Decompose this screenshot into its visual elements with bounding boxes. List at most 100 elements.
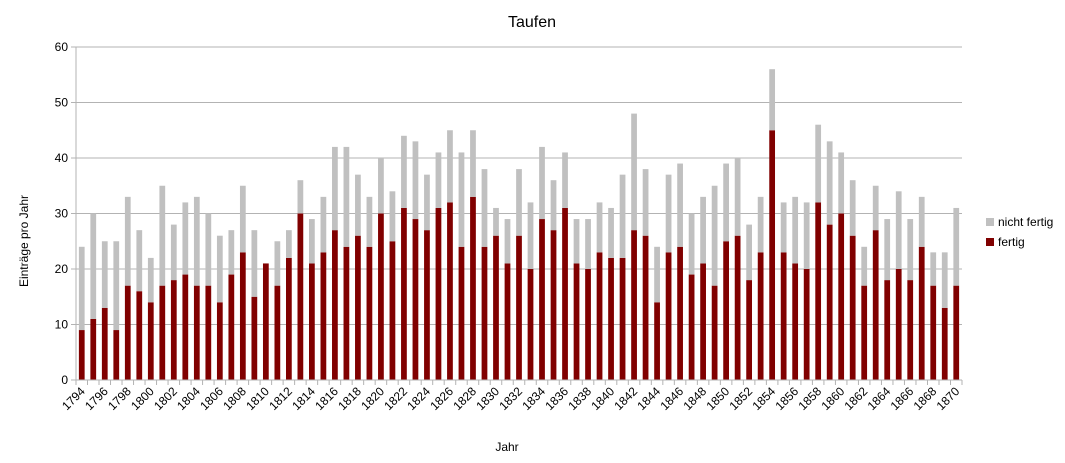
bar-nicht-fertig [677, 163, 683, 247]
bar-fertig [734, 235, 741, 380]
bar-nicht-fertig [320, 196, 327, 253]
x-tick-label: 1818 [335, 384, 364, 413]
bar-fertig [285, 257, 292, 380]
bar-nicht-fertig [930, 252, 937, 286]
x-tick-label: 1838 [565, 384, 594, 413]
bar-nicht-fertig [309, 219, 315, 264]
y-tick-label: 50 [55, 96, 69, 110]
x-tick-label: 1796 [82, 384, 111, 413]
bar-nicht-fertig [573, 219, 580, 264]
bar-nicht-fertig [550, 180, 557, 231]
bar-nicht-fertig [619, 174, 626, 258]
x-tick-label: 1816 [312, 384, 341, 413]
bar-nicht-fertig [412, 141, 419, 220]
bar-fertig [504, 263, 511, 380]
x-tick-label: 1848 [680, 384, 709, 413]
bar-fertig [596, 252, 603, 380]
x-tick-label: 1870 [934, 384, 963, 413]
bar-fertig [493, 235, 499, 380]
bar-fertig [274, 285, 281, 380]
y-axis-label: Einträge pro Jahr [17, 195, 31, 287]
bar-fertig [872, 230, 879, 380]
bar-fertig [769, 130, 776, 380]
x-tick-labels: 1794179617981800180218041806180818101812… [59, 384, 963, 413]
bar-nicht-fertig [504, 219, 511, 264]
bar-nicht-fertig [274, 241, 281, 286]
bar-fertig [309, 263, 315, 380]
bar-nicht-fertig [447, 130, 453, 203]
x-tick-label: 1812 [266, 384, 295, 413]
bar-nicht-fertig [205, 213, 212, 286]
x-tick-label: 1802 [151, 384, 180, 413]
bar-nicht-fertig [596, 202, 603, 253]
bar-nicht-fertig [803, 202, 810, 269]
bar-nicht-fertig [193, 196, 200, 286]
legend-label: fertig [998, 235, 1025, 249]
bar-fertig [424, 230, 430, 380]
bar-fertig [746, 280, 753, 380]
x-tick-label: 1866 [888, 384, 917, 413]
x-tick-label: 1858 [796, 384, 825, 413]
bar-fertig [930, 285, 937, 380]
bar-nicht-fertig [700, 196, 706, 264]
bar-fertig [757, 252, 764, 380]
x-tick-label: 1850 [703, 384, 732, 413]
bar-fertig [170, 280, 177, 380]
bar-fertig [332, 230, 338, 380]
bar-fertig [124, 285, 131, 380]
bar-nicht-fertig [297, 180, 304, 214]
bar-nicht-fertig [953, 207, 960, 286]
x-tick-label: 1840 [588, 384, 617, 413]
x-tick-label: 1822 [381, 384, 410, 413]
bar-fertig [78, 330, 85, 380]
legend: nicht fertig fertig [986, 215, 1053, 249]
bar-nicht-fertig [642, 169, 649, 236]
bar-nicht-fertig [516, 169, 522, 236]
y-tick-label: 40 [55, 151, 69, 165]
bar-nicht-fertig [918, 196, 925, 247]
bar-nicht-fertig [170, 224, 177, 281]
bar-fertig [458, 246, 465, 380]
bar-fertig [182, 274, 189, 380]
bar-fertig [677, 246, 683, 380]
x-tick-label: 1852 [726, 384, 755, 413]
x-tick-label: 1830 [473, 384, 502, 413]
bar-fertig [849, 235, 856, 380]
x-tick-label: 1864 [865, 384, 894, 413]
bar-fertig [665, 252, 672, 380]
bar-nicht-fertig [631, 113, 637, 231]
bar-fertig [918, 246, 925, 380]
bar-fertig [941, 307, 948, 380]
bar-fertig [320, 252, 327, 380]
bar-fertig [631, 230, 637, 380]
bar-fertig [826, 224, 833, 380]
x-tick-label: 1824 [404, 384, 433, 413]
bar-fertig [861, 285, 868, 380]
bar-nicht-fertig [113, 241, 120, 331]
bar-nicht-fertig [136, 230, 143, 292]
x-tick-label: 1798 [105, 384, 134, 413]
x-tick-label: 1834 [519, 384, 548, 413]
bar-nicht-fertig [239, 185, 246, 253]
x-tick-label: 1844 [634, 384, 663, 413]
x-tick-label: 1814 [289, 384, 318, 413]
bar-nicht-fertig [861, 246, 868, 286]
bar-nicht-fertig [216, 235, 223, 303]
x-tick-label: 1800 [128, 384, 157, 413]
x-tick-label: 1804 [174, 384, 203, 413]
bar-nicht-fertig [849, 180, 856, 236]
bar-fertig [792, 263, 799, 380]
bar-fertig [355, 235, 361, 380]
bar-nicht-fertig [838, 152, 845, 214]
bar-fertig [147, 302, 154, 380]
bar-fertig [619, 257, 626, 380]
x-tick-label: 1820 [358, 384, 387, 413]
bar-fertig [205, 285, 212, 380]
bar-nicht-fertig [723, 163, 729, 242]
bar-nicht-fertig [941, 252, 948, 308]
legend-label: nicht fertig [998, 215, 1053, 229]
bar-nicht-fertig [124, 196, 131, 286]
bar-nicht-fertig [757, 196, 764, 253]
x-tick-label: 1794 [59, 384, 88, 413]
